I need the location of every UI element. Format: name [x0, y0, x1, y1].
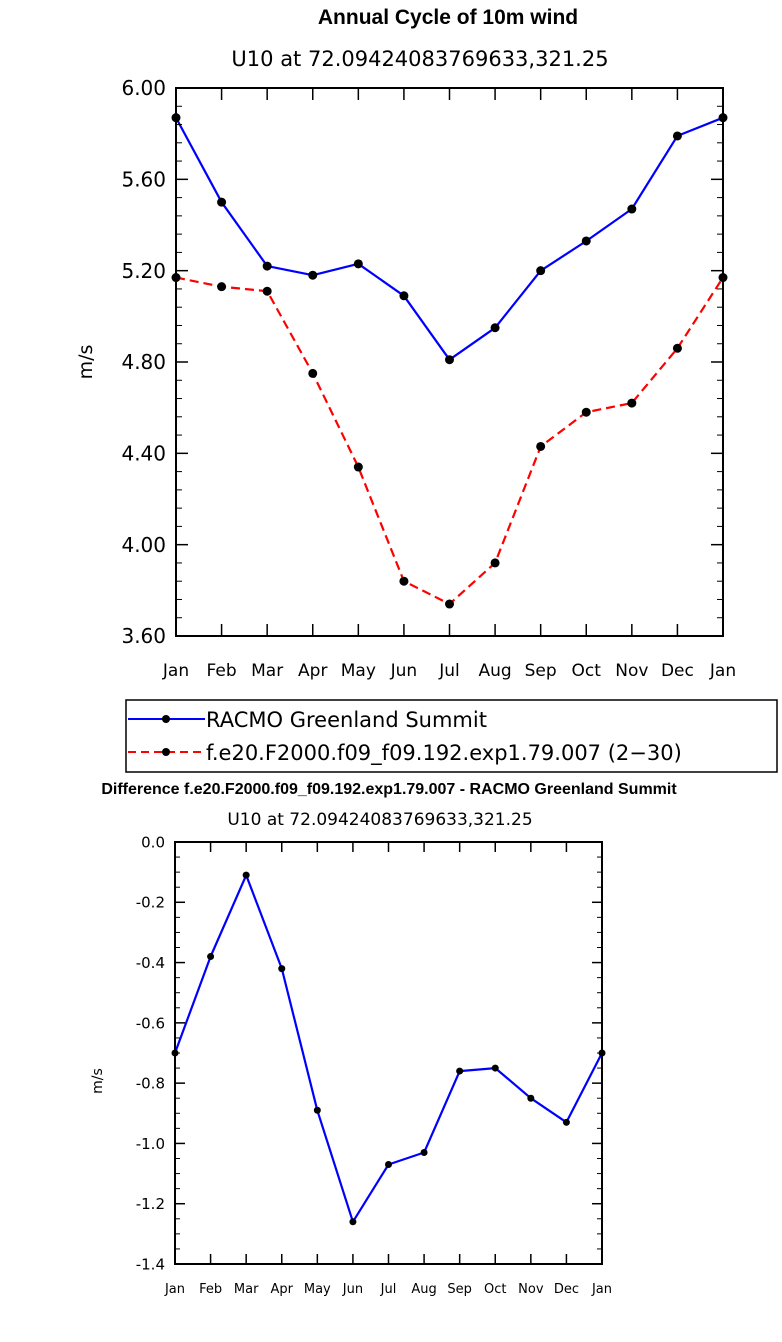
chart2-ytick-label: -0.6: [136, 1014, 165, 1032]
chart1-subtitle: U10 at 72.09424083769633,321.25: [231, 47, 608, 71]
chart1-series-2-point: [490, 558, 500, 568]
chart2-ytick-label: 0.0: [141, 833, 165, 851]
chart1-series-2-point: [217, 282, 227, 292]
chart2-series-1-point: [349, 1218, 357, 1226]
chart2-ytick-label: -0.8: [136, 1075, 165, 1093]
chart1-xtick-label: Apr: [298, 661, 327, 681]
chart1-ytick-label: 3.60: [121, 624, 166, 648]
chart1-xtick-label: Jan: [709, 661, 736, 681]
chart1-series-2-point: [536, 441, 546, 451]
chart2-series-1-point: [207, 953, 215, 961]
chart1-series-2-point: [262, 286, 272, 296]
chart1-xtick-label: Jan: [162, 661, 189, 681]
chart2-subtitle: U10 at 72.09424083769633,321.25: [227, 810, 532, 830]
difference-chart: Difference f.e20.F2000.f09_f09.192.exp1.…: [90, 781, 677, 1297]
chart2-xtick-label: Mar: [234, 1282, 259, 1297]
legend-marker-model: [162, 748, 170, 756]
chart1-title: Annual Cycle of 10m wind: [318, 6, 578, 29]
chart2-series-1-point: [420, 1148, 428, 1156]
chart2-title: Difference f.e20.F2000.f09_f09.192.exp1.…: [101, 781, 677, 798]
chart2-xtick-label: Dec: [554, 1282, 579, 1297]
chart2-series-1-point: [491, 1064, 499, 1072]
chart1-ytick-label: 6.00: [121, 76, 166, 100]
chart2-xtick-label: Sep: [447, 1282, 472, 1297]
chart1-series-2-point: [399, 576, 409, 586]
chart1-ytick-label: 4.40: [121, 442, 166, 466]
chart2-xtick-label: Nov: [518, 1282, 544, 1297]
chart2-series-1-point: [278, 965, 286, 973]
chart1-series-1-line: [175, 116, 724, 361]
chart2-series-1-point: [313, 1106, 321, 1114]
chart1-ytick-label: 4.00: [121, 533, 166, 557]
chart2-ytick-label: -0.2: [136, 894, 165, 912]
chart1-y-axis-label: m/s: [75, 345, 97, 380]
chart1-xtick-label: Nov: [615, 661, 648, 681]
chart2-ytick-label: -1.4: [136, 1255, 165, 1273]
chart1-series-1-point: [217, 197, 227, 207]
chart1-series-1-point: [627, 204, 637, 214]
legend-label-model: f.e20.F2000.f09_f09.192.exp1.79.007 (2−3…: [206, 741, 682, 766]
chart1-series-2-point: [581, 407, 591, 417]
chart1-xtick-label: Jun: [390, 661, 418, 681]
chart1-xtick-label: Sep: [525, 661, 557, 681]
chart2-ytick-label: -0.4: [136, 954, 165, 972]
chart1-xtick-label: May: [341, 661, 376, 681]
chart1-xtick-label: Mar: [251, 661, 283, 681]
legend-box: [125, 699, 778, 773]
chart2-xtick-label: Jun: [342, 1282, 363, 1297]
chart1-series-1-point: [308, 270, 318, 280]
chart2-series-1-point: [527, 1094, 535, 1102]
chart1-series-1-point: [399, 291, 409, 301]
chart1-series-2-point: [445, 599, 454, 609]
chart1-series-1-point: [262, 261, 272, 271]
chart2-xtick-label: Aug: [411, 1282, 436, 1297]
chart1-xtick-label: Feb: [207, 661, 237, 681]
chart2-xtick-label: Jul: [380, 1282, 397, 1297]
chart2-xtick-label: Feb: [199, 1282, 222, 1297]
chart1-series-1-point: [490, 323, 500, 333]
chart1-xtick-label: Oct: [572, 661, 602, 681]
chart1-series-1-point: [536, 266, 546, 276]
chart2-xtick-label: Jan: [164, 1282, 185, 1297]
chart1-xtick-label: Dec: [661, 661, 694, 681]
chart2-xtick-label: May: [304, 1282, 331, 1297]
chart2-series-1-line: [173, 874, 603, 1223]
legend-label-racmo: RACMO Greenland Summit: [206, 708, 487, 732]
chart1-series-2-point: [672, 343, 682, 353]
annual-cycle-chart: Annual Cycle of 10m wind U10 at 72.09424…: [75, 6, 778, 773]
chart1-ytick-label: 5.60: [121, 168, 166, 192]
chart2-y-axis-label: m/s: [90, 1068, 106, 1094]
chart1-series-1-point: [353, 259, 363, 269]
chart1-legend: RACMO Greenland Summit f.e20.F2000.f09_f…: [125, 699, 778, 773]
chart2-series-1-point: [562, 1118, 570, 1126]
chart1-xtick-label: Aug: [478, 661, 511, 681]
chart1-series-2-point: [308, 368, 318, 378]
chart2-xtick-label: Oct: [484, 1282, 506, 1297]
chart1-series-1-point: [445, 355, 454, 365]
chart2-ytick-label: -1.2: [136, 1195, 165, 1213]
chart2-xtick-label: Apr: [271, 1282, 294, 1297]
chart2-plot-frame: [174, 841, 603, 1265]
chart1-series-2-line: [175, 276, 724, 606]
chart2-ytick-label: -1.0: [136, 1135, 165, 1153]
chart2-series-1-point: [242, 871, 250, 879]
legend-marker-racmo: [162, 715, 170, 723]
chart1-ytick-label: 5.20: [121, 259, 166, 283]
chart1-series-1-point: [672, 131, 682, 141]
chart1-xtick-label: Jul: [438, 661, 460, 681]
chart1-ytick-label: 4.80: [121, 350, 166, 374]
chart1-series-1-point: [581, 236, 591, 246]
chart2-series-1-point: [456, 1067, 464, 1075]
chart2-xtick-label: Jan: [591, 1282, 612, 1297]
chart2-series-1-point: [385, 1161, 392, 1169]
chart1-series-2-point: [353, 462, 363, 472]
chart1-series-2-point: [627, 398, 637, 408]
